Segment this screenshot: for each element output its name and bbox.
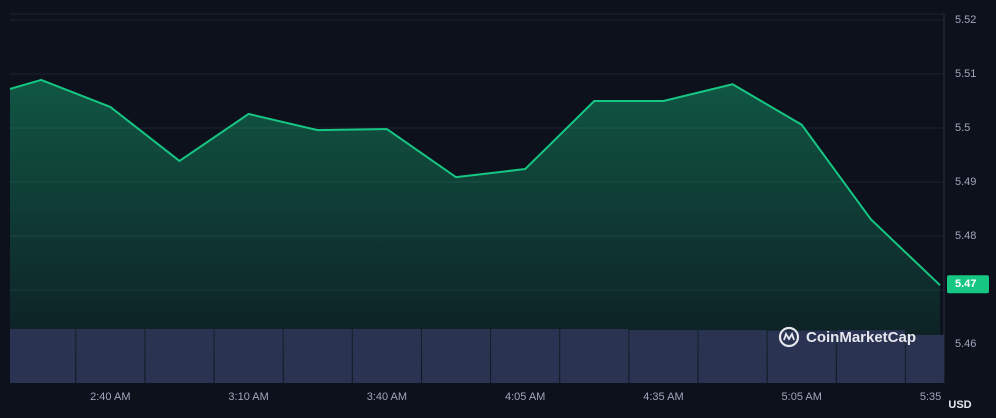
volume-bar <box>836 330 905 383</box>
x-tick-label: 5:05 AM <box>782 391 822 403</box>
x-tick-label: 4:35 AM <box>643 391 683 403</box>
watermark-text: CoinMarketCap <box>806 329 916 346</box>
y-tick-label: 5.52 <box>955 14 976 26</box>
volume-bar <box>421 329 491 383</box>
x-tick-label: 4:05 AM <box>505 391 545 403</box>
price-tag-box <box>947 275 989 294</box>
volume-bar <box>352 329 421 383</box>
volume-bar <box>283 329 352 383</box>
x-tick-label: 2:40 AM <box>90 391 130 403</box>
price-area <box>10 79 940 383</box>
volume-bar <box>767 330 836 383</box>
y-tick-label: 5.46 <box>955 338 976 350</box>
price-tag: 5.47 <box>955 278 976 290</box>
volume-bar <box>698 330 767 383</box>
plot-area: 2:40 AM 3:10 AM 3:40 AM 4:05 AM 4:35 AM 5:05 … <box>10 78 960 403</box>
y-tick-label: 5.48 <box>955 230 976 242</box>
x-tick-label: 3:10 AM <box>228 391 268 403</box>
volume-bar <box>629 330 698 383</box>
volume-bar <box>10 329 76 383</box>
y-tick-label: 5.51 <box>955 68 976 80</box>
volume-bar <box>560 329 629 383</box>
volume-bar <box>214 329 283 383</box>
volume-bar <box>905 334 944 383</box>
volume-bar <box>76 329 145 383</box>
volume-bar <box>145 329 214 383</box>
volume-bar <box>491 329 560 383</box>
y-tick-label: 5.5 <box>955 122 970 134</box>
logo-icon <box>778 326 800 348</box>
currency-label: USD <box>948 399 971 411</box>
watermark: CoinMarketCap <box>778 326 916 348</box>
x-tick-label: 5:35 AM <box>920 391 960 403</box>
logo-mark <box>783 331 795 341</box>
x-tick-label: 3:40 AM <box>367 391 407 403</box>
price-line <box>10 78 941 286</box>
y-tick-label: 5.49 <box>955 176 976 188</box>
